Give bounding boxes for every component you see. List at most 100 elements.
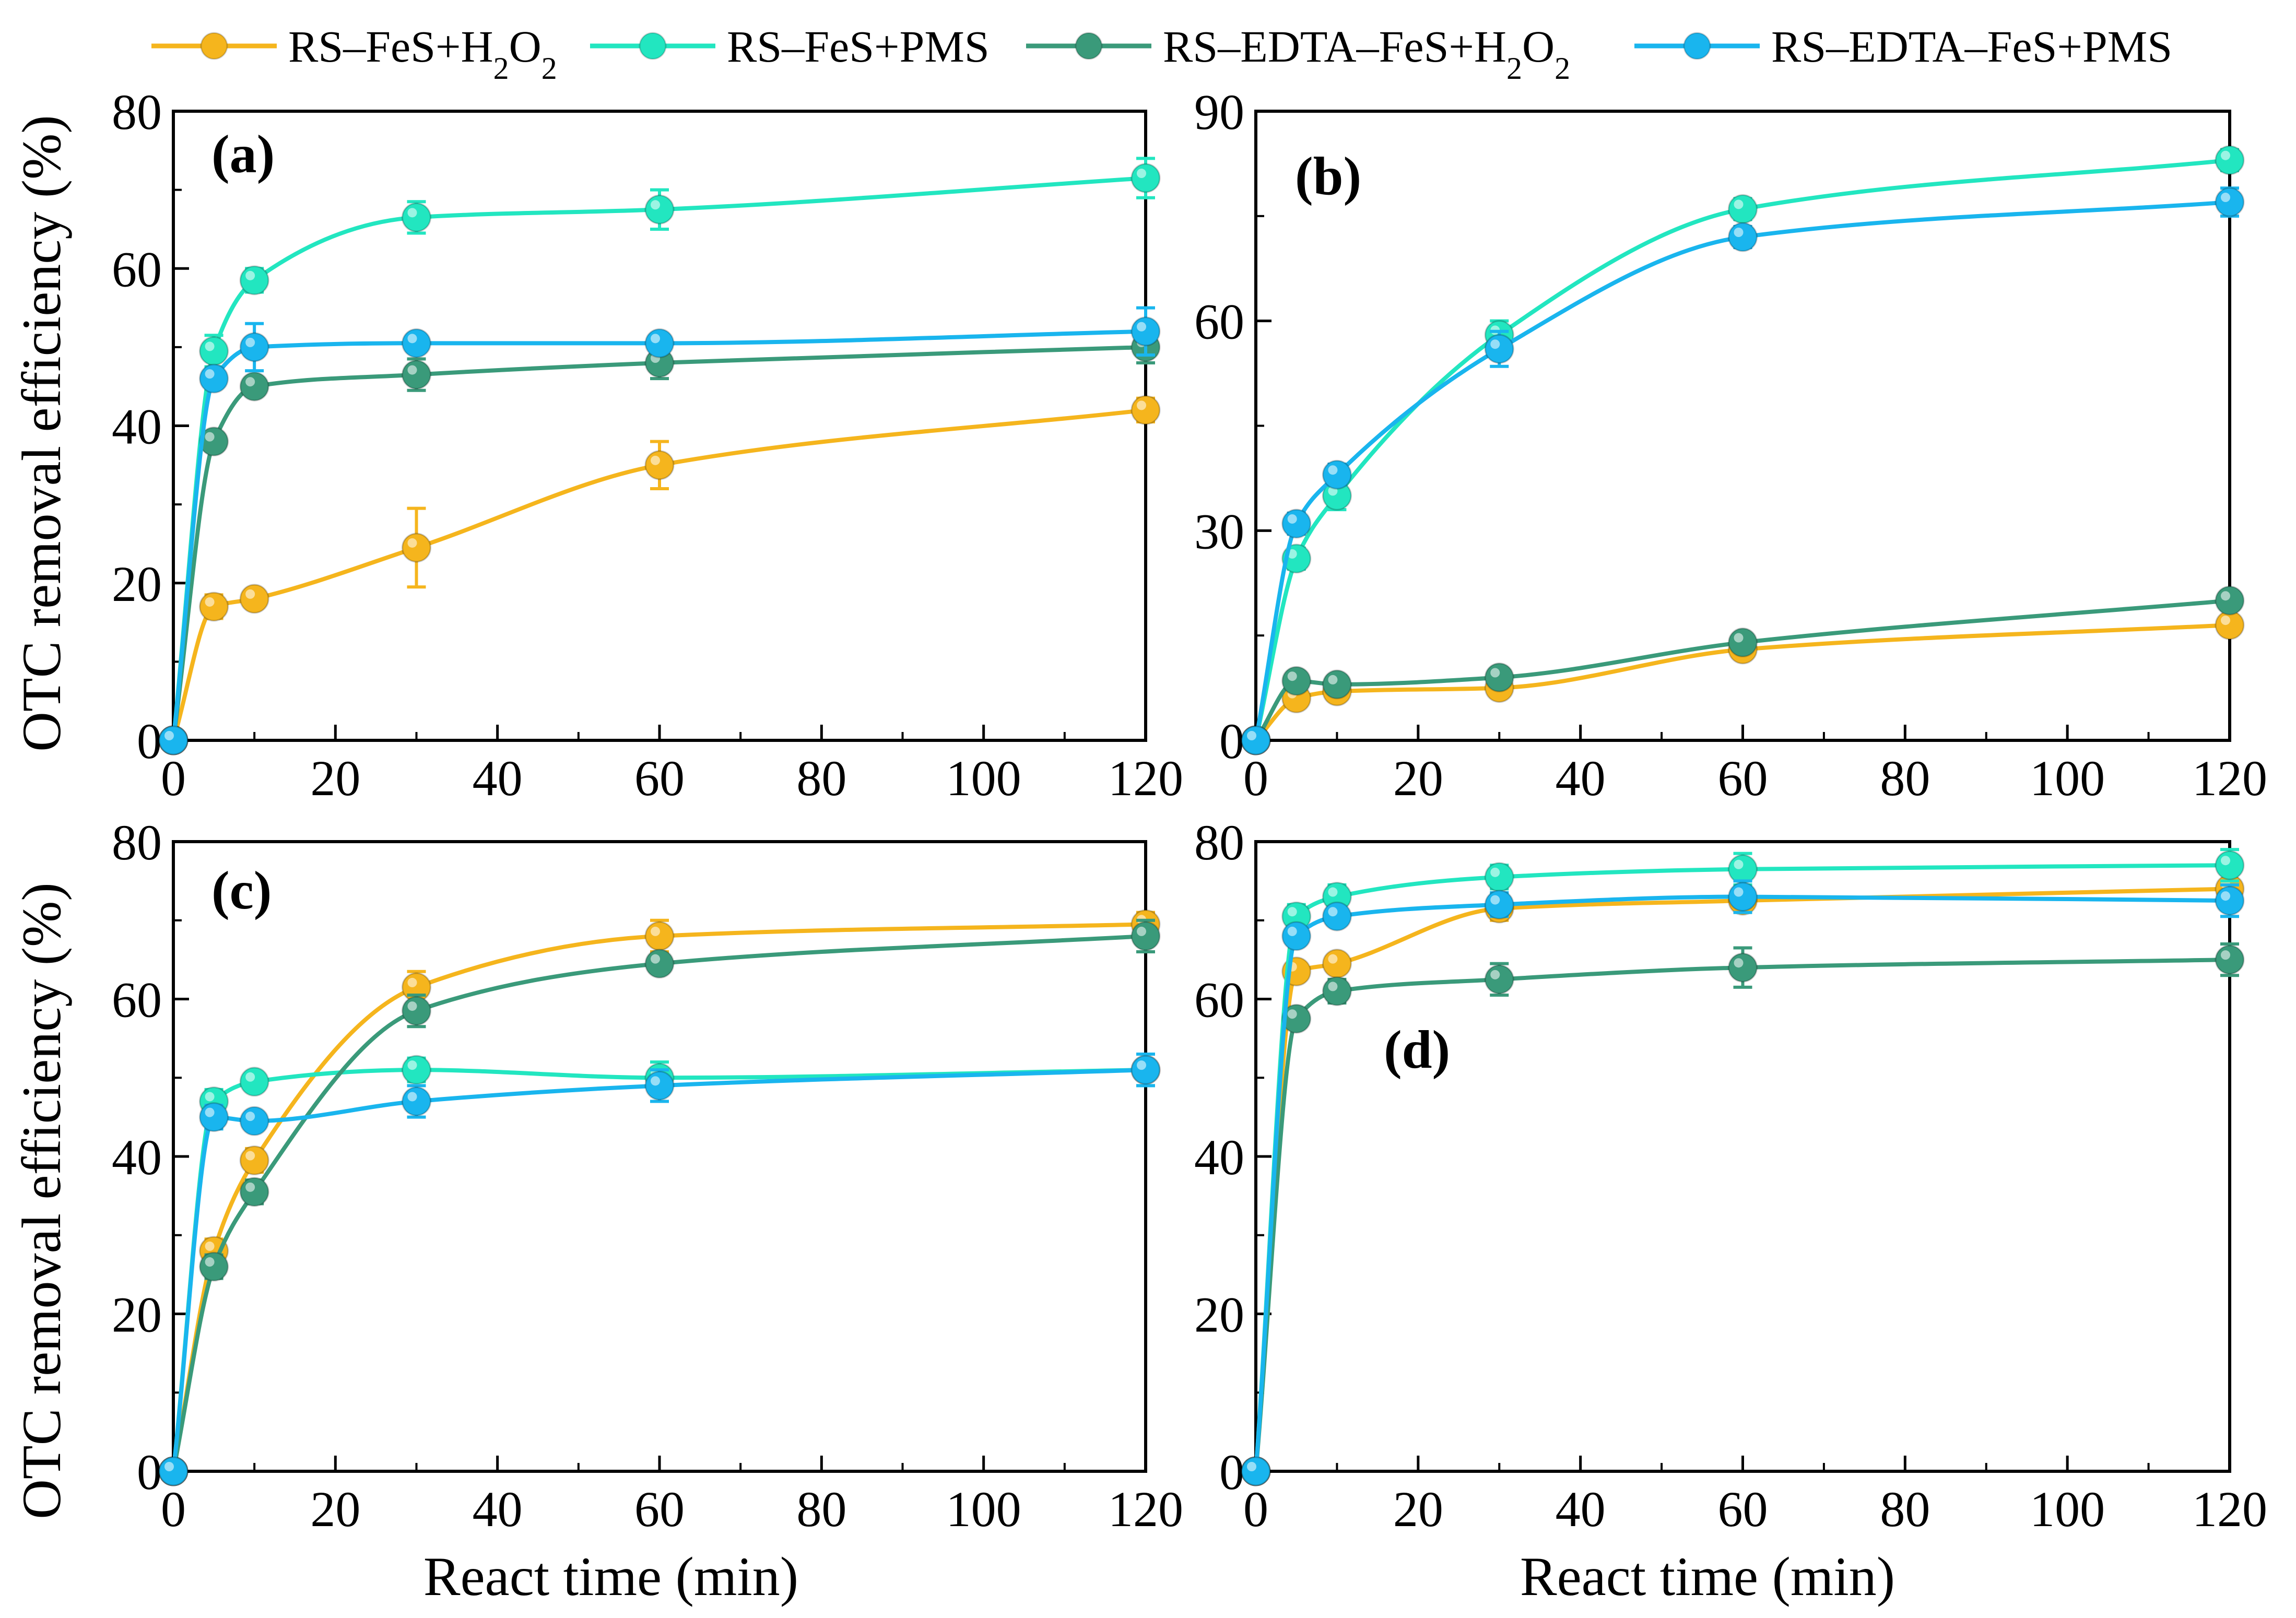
x-tick-label: 20 bbox=[1393, 750, 1443, 806]
data-point bbox=[1728, 222, 1758, 252]
data-point-highlight bbox=[651, 334, 660, 344]
data-point-highlight bbox=[2221, 891, 2230, 901]
legend-marker bbox=[1075, 32, 1103, 60]
data-point-highlight bbox=[205, 597, 215, 607]
x-tick-label: 20 bbox=[310, 1481, 360, 1537]
data-point-highlight bbox=[1490, 339, 1500, 349]
data-point-highlight bbox=[407, 1060, 417, 1070]
data-point-highlight bbox=[245, 1182, 255, 1192]
data-point-highlight bbox=[2221, 950, 2230, 960]
data-point-highlight bbox=[407, 1001, 417, 1011]
data-point-highlight bbox=[245, 1072, 255, 1082]
data-point bbox=[644, 194, 675, 225]
series-line bbox=[171, 1068, 1146, 1472]
y-tick-label: 80 bbox=[112, 814, 162, 870]
y-axis-title-top: OTC removal efficiency (%) bbox=[11, 115, 72, 751]
x-tick-label: 0 bbox=[161, 750, 186, 806]
data-point bbox=[1322, 949, 1352, 979]
y-tick-label: 60 bbox=[112, 972, 162, 1028]
data-point-highlight bbox=[1137, 400, 1146, 410]
y-tick-label: 0 bbox=[1219, 1444, 1244, 1500]
data-point-highlight bbox=[205, 369, 215, 379]
chart-panel: 0 20 40 60 80 100 120 0 20 40 60 80 (a) bbox=[112, 84, 1183, 806]
series-line bbox=[171, 1068, 1146, 1472]
data-point bbox=[644, 921, 675, 951]
plot-frame bbox=[1254, 840, 2231, 1473]
data-point bbox=[2215, 585, 2245, 616]
data-point-highlight bbox=[651, 200, 660, 210]
series bbox=[158, 909, 1161, 1486]
series bbox=[158, 918, 1161, 1486]
data-point bbox=[402, 1086, 431, 1116]
data-point-highlight bbox=[1287, 1009, 1297, 1019]
data-point-highlight bbox=[1137, 322, 1146, 332]
series-line bbox=[171, 922, 1146, 1472]
data-point-highlight bbox=[1734, 859, 1744, 869]
data-point bbox=[1484, 964, 1514, 995]
data-point bbox=[644, 1070, 675, 1101]
data-point-highlight bbox=[2221, 616, 2230, 625]
data-point bbox=[1281, 921, 1312, 951]
data-point bbox=[1131, 1055, 1161, 1085]
legend: RS–FeS+H2O2 RS–FeS+PMS RS–EDTA–FeS+H2O2 RS–… bbox=[151, 21, 2172, 86]
data-point bbox=[402, 533, 431, 563]
data-point bbox=[2215, 145, 2245, 175]
legend-item: RS–EDTA–FeS+H2O2 bbox=[1026, 21, 1570, 86]
data-point-highlight bbox=[651, 926, 660, 936]
legend-marker bbox=[639, 32, 667, 60]
data-point-highlight bbox=[245, 589, 255, 599]
y-tick-label: 90 bbox=[1194, 84, 1244, 140]
x-tick-label: 120 bbox=[2192, 1481, 2267, 1537]
data-point-highlight bbox=[651, 954, 660, 964]
data-point bbox=[1241, 1456, 1271, 1486]
data-point-highlight bbox=[245, 1112, 255, 1121]
data-point bbox=[402, 360, 431, 390]
data-point bbox=[1131, 921, 1161, 951]
data-point-highlight bbox=[205, 1107, 215, 1117]
data-point bbox=[1484, 890, 1514, 920]
x-tick-label: 100 bbox=[2030, 1481, 2105, 1537]
x-axis-title-left: React time (min) bbox=[423, 1546, 798, 1607]
data-point-highlight bbox=[1137, 1060, 1146, 1070]
chart-panel: 0 20 40 60 80 100 120 0 20 40 60 80 (c) bbox=[112, 814, 1183, 1537]
y-axis-title-bottom: OTC removal efficiency (%) bbox=[11, 882, 72, 1519]
x-tick-label: 0 bbox=[1243, 750, 1268, 806]
legend-marker bbox=[200, 32, 228, 60]
x-tick-label: 80 bbox=[1880, 750, 1930, 806]
x-tick-label: 120 bbox=[2192, 750, 2267, 806]
data-point-highlight bbox=[2221, 193, 2230, 203]
data-point-highlight bbox=[1734, 199, 1744, 209]
data-point bbox=[1728, 854, 1758, 884]
data-point bbox=[1322, 976, 1352, 1006]
data-point bbox=[1281, 509, 1312, 539]
data-point bbox=[1322, 669, 1352, 700]
data-point-highlight bbox=[1328, 907, 1338, 917]
data-point-highlight bbox=[651, 455, 660, 465]
series bbox=[158, 1053, 1161, 1486]
data-point-highlight bbox=[1137, 926, 1146, 936]
y-tick-label: 80 bbox=[112, 84, 162, 140]
chart-panel: 0 20 40 60 80 100 120 0 30 60 90 (b) bbox=[1194, 84, 2267, 806]
data-point bbox=[1131, 163, 1161, 193]
data-point bbox=[1281, 666, 1312, 696]
y-tick-label: 20 bbox=[1194, 1287, 1244, 1343]
panel-label: (b) bbox=[1295, 146, 1361, 206]
data-point-highlight bbox=[205, 1092, 215, 1102]
data-point bbox=[1728, 952, 1758, 983]
data-point-highlight bbox=[1328, 675, 1338, 684]
data-point-highlight bbox=[245, 270, 255, 280]
data-point-highlight bbox=[245, 1151, 255, 1161]
data-point bbox=[1241, 725, 1271, 755]
data-point-highlight bbox=[407, 538, 417, 548]
data-point bbox=[402, 202, 431, 232]
panels: 0 20 40 60 80 100 120 0 20 40 60 80 (a) 0 20 40 60 80 100 1… bbox=[112, 84, 2267, 1537]
y-tick-label: 40 bbox=[112, 1129, 162, 1185]
legend-label: RS–FeS+H2O2 bbox=[288, 21, 557, 86]
data-point bbox=[644, 450, 675, 480]
data-point bbox=[402, 1055, 431, 1085]
data-point-highlight bbox=[205, 1257, 215, 1267]
data-point bbox=[199, 1251, 229, 1282]
data-point-highlight bbox=[1287, 926, 1297, 936]
data-point bbox=[1728, 194, 1758, 224]
